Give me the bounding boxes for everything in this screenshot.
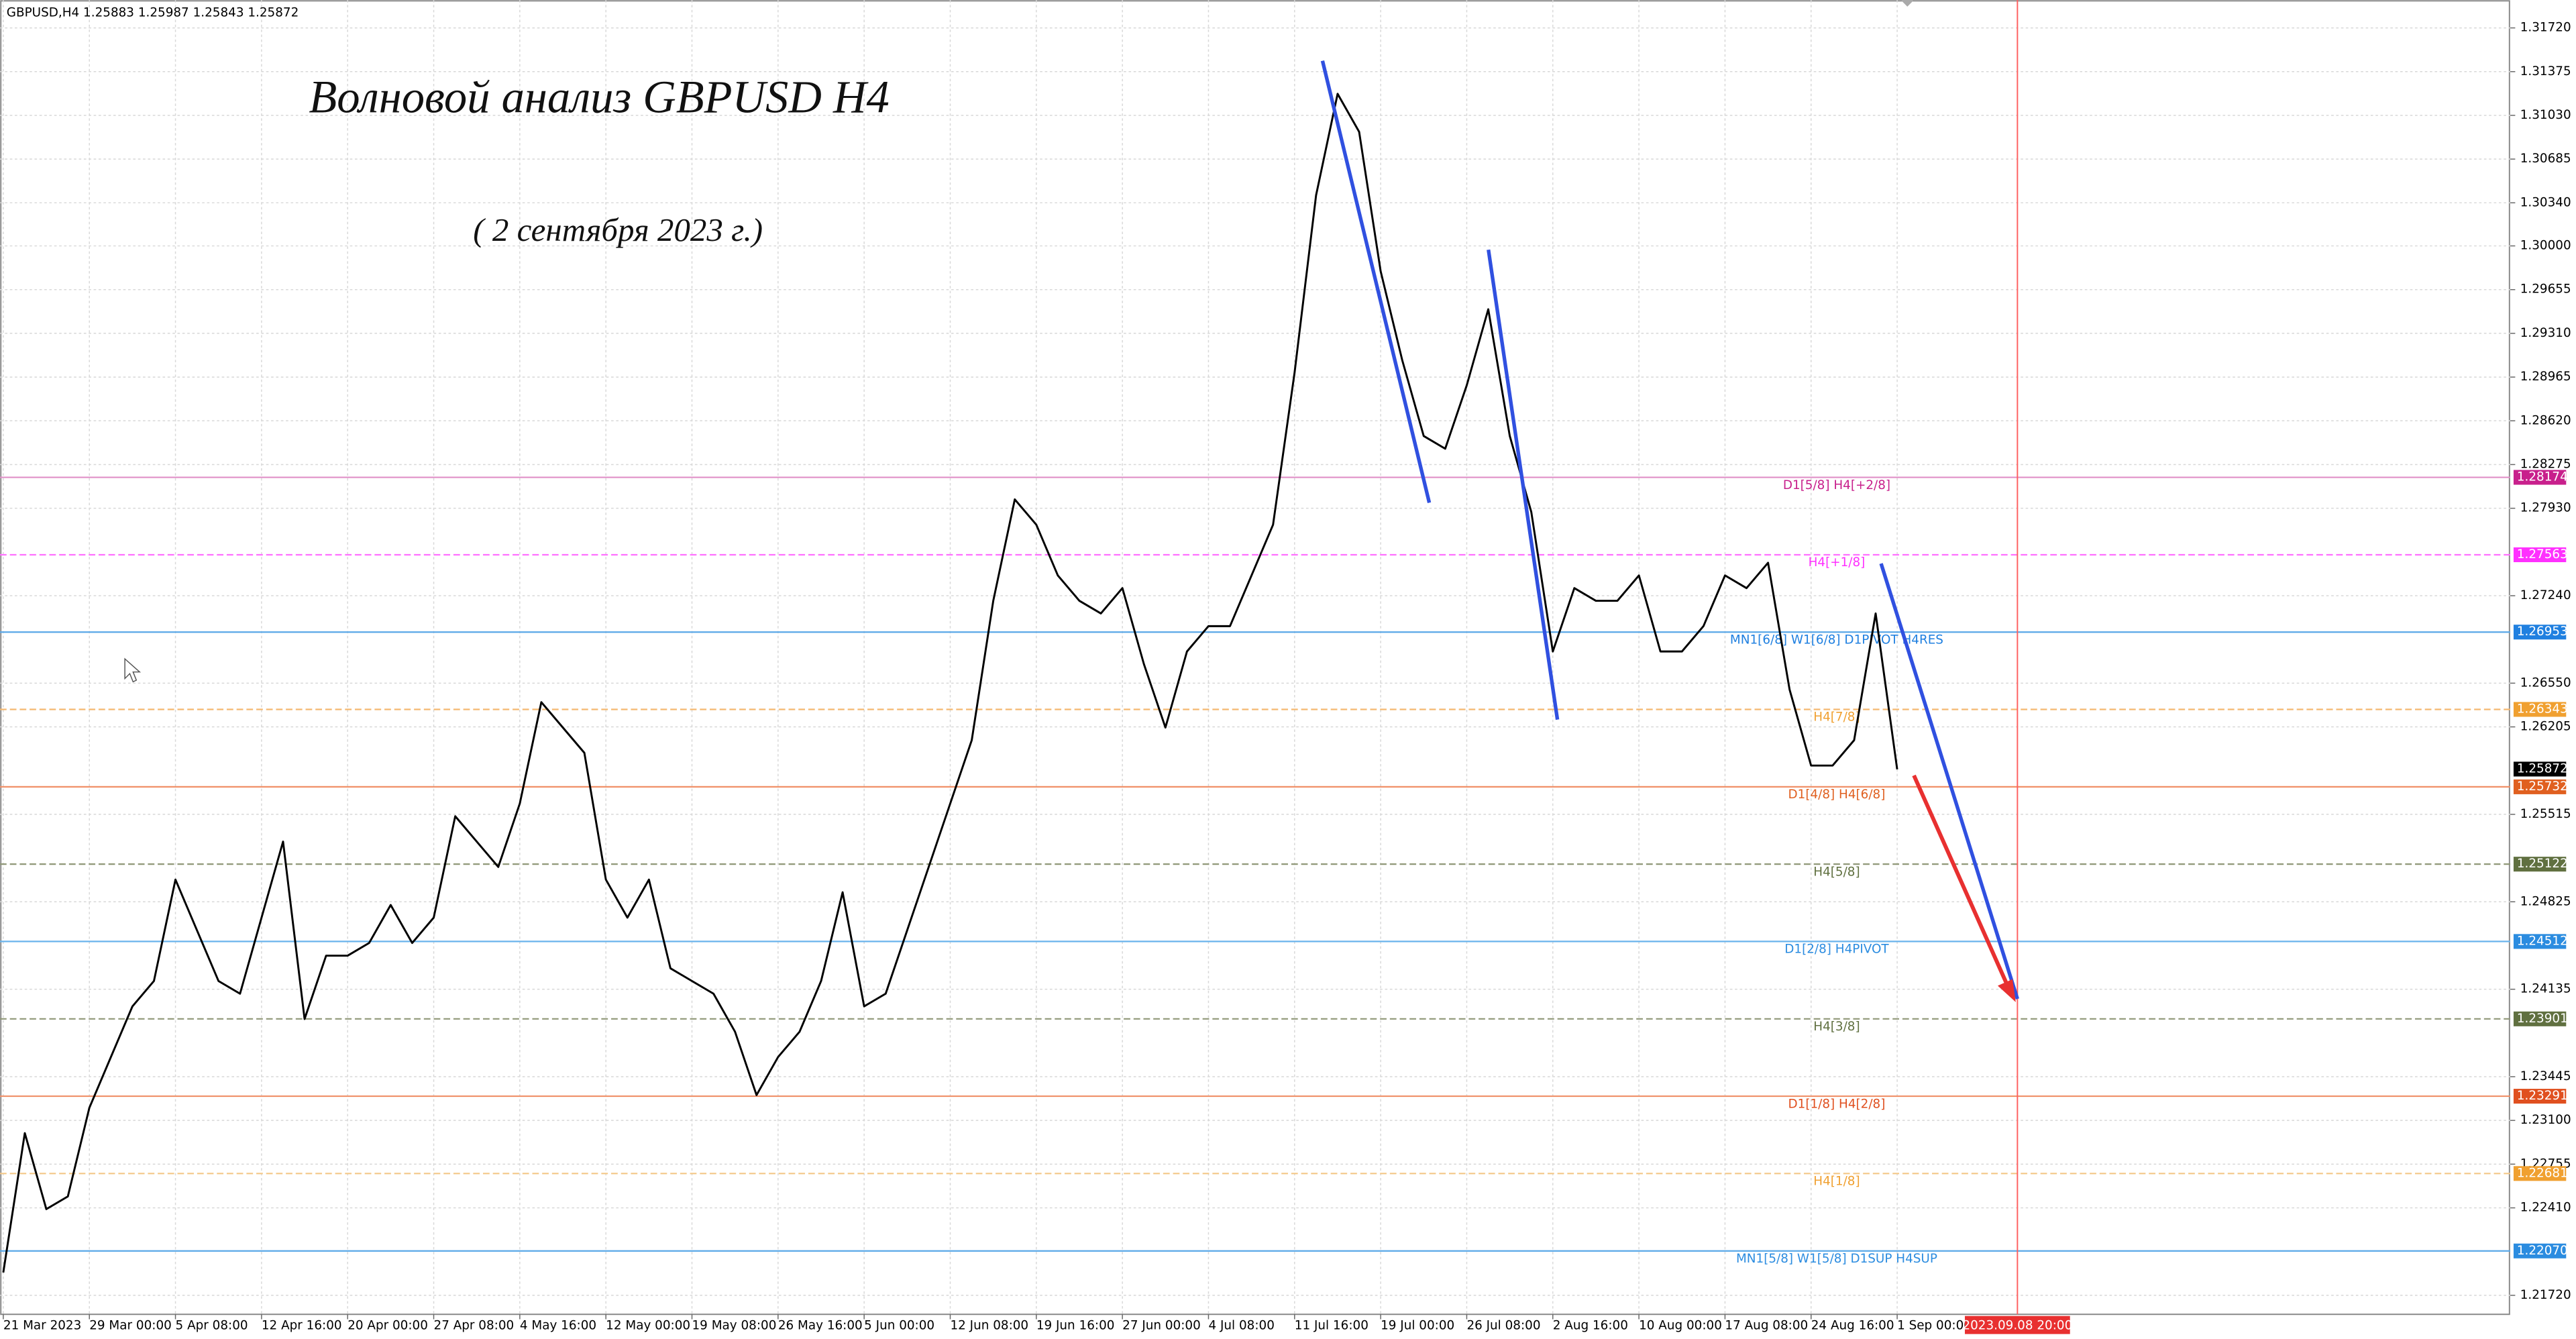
y-tick-label: 1.31030 [2520,108,2571,122]
y-tick-label: 1.29310 [2520,326,2571,340]
price-box [2513,547,2567,562]
x-tick-label: 4 May 16:00 [520,1318,596,1332]
shift-marker [1900,0,1915,7]
y-tick-label: 1.28965 [2520,370,2571,384]
trend-line [1879,563,2019,1000]
y-tick-label: 1.26550 [2520,676,2571,690]
chart-subtitle: ( 2 сентября 2023 г.) [473,211,763,248]
y-tick-label: 1.29655 [2520,282,2571,297]
price-box [2513,625,2567,640]
price-box [2513,470,2567,485]
price-box [2513,1089,2567,1104]
y-tick-label: 1.24825 [2520,894,2571,908]
level-label: D1[1/8] H4[2/8] [1788,1097,1886,1111]
price-box [2513,934,2567,949]
price-box-label: 1.27563 [2517,547,2568,561]
price-box-label: 1.22681 [2517,1166,2568,1180]
price-line [2,93,1898,1273]
price-box-label: 1.25732 [2517,780,2568,794]
price-box-label: 1.24512 [2517,934,2568,948]
x-tick-label: 4 Jul 08:00 [1208,1318,1274,1332]
trend-line [1487,249,1560,720]
level-label: MN1[6/8] W1[6/8] D1PIVOT H4RES [1730,633,1943,647]
level-label: MN1[5/8] W1[5/8] D1SUP H4SUP [1736,1252,1937,1266]
y-tick-label: 1.30685 [2520,152,2571,166]
data-layer [2,93,1898,1273]
x-tick-label: 12 Apr 16:00 [262,1318,342,1332]
x-tick-label: 26 May 16:00 [778,1318,863,1332]
level-label: D1[4/8] H4[6/8] [1788,788,1886,802]
y-tick-label: 1.23100 [2520,1113,2571,1127]
x-tick-label: 10 Aug 00:00 [1639,1318,1722,1332]
price-box-label: 1.23901 [2517,1012,2568,1026]
x-tick-label: 21 Mar 2023 [3,1318,81,1332]
price-box [2513,1243,2567,1258]
price-box-label: 1.23291 [2517,1089,2568,1103]
level-layer: D1[5/8] H4[+2/8] H4[+1/8] MN1[6/8] W1[6/8]… [0,476,2511,1266]
y-tick-label: 1.21720 [2520,1288,2571,1302]
price-box-label: 1.22070 [2517,1244,2568,1258]
y-tick-label: 1.25515 [2520,807,2571,821]
price-box-label: 1.26343 [2517,702,2568,716]
chart-title: Волновой анализ GBPUSD H4 [309,72,889,123]
level-label: D1[5/8] H4[+2/8] [1783,478,1890,492]
current-price-box [2513,761,2567,777]
level-label: H4[+1/8] [1809,555,1866,570]
symbol-header: GBPUSD,H4 1.25883 1.25987 1.25843 1.2587… [7,6,299,20]
price-box [2513,1166,2567,1181]
level-label: D1[2/8] H4PIVOT [1784,943,1889,957]
x-tick-label: 5 Apr 08:00 [176,1318,248,1332]
x-tick-label: 19 Jul 00:00 [1381,1318,1454,1332]
level-label: H4[5/8] [1813,865,1860,879]
x-tick-label: 2 Aug 16:00 [1553,1318,1628,1332]
y-tick-label: 1.30000 [2520,239,2571,253]
y-tick-label: 1.27240 [2520,588,2571,602]
price-box [2513,857,2567,872]
future-time-label: 2023.09.08 20:00 [1962,1318,2072,1332]
x-tick-label: 12 May 00:00 [606,1318,690,1332]
arrow-head [1997,979,2016,1002]
current-price-label: 1.25872 [2517,761,2568,775]
x-tick-label: 11 Jul 16:00 [1295,1318,1368,1332]
future-time-box [1964,1316,2070,1334]
x-tick-label: 24 Aug 16:00 [1811,1318,1894,1332]
level-label: H4[1/8] [1813,1175,1860,1189]
plot-frame [0,0,2510,1316]
price-box-label: 1.26953 [2517,625,2568,639]
x-tick-label: 12 Jun 08:00 [950,1318,1028,1332]
x-tick-label: 26 Jul 08:00 [1466,1318,1540,1332]
x-tick-label: 19 May 08:00 [692,1318,777,1332]
y-tick-label: 1.26205 [2520,720,2571,734]
y-tick-label: 1.30340 [2520,195,2571,209]
y-tick-label: 1.31720 [2520,21,2571,35]
x-tick-label: 29 Mar 00:00 [89,1318,172,1332]
x-tick-label: 5 Jun 00:00 [864,1318,934,1332]
price-box-label: 1.25122 [2517,857,2568,871]
x-tick-label: 27 Jun 00:00 [1122,1318,1201,1332]
x-tick-label: 19 Jun 16:00 [1036,1318,1115,1332]
forecast-arrow [1912,774,2010,987]
trend-line [1320,60,1432,504]
price-box [2513,779,2567,794]
x-tick-label: 1 Sep 00:00 [1897,1318,1972,1332]
level-label: H4[7/8] [1813,710,1860,725]
x-tick-label: 17 Aug 08:00 [1725,1318,1808,1332]
price-box-label: 1.28174 [2517,470,2568,484]
y-tick-label: 1.28620 [2520,413,2571,427]
y-tick-label: 1.27930 [2520,501,2571,515]
y-tick-label: 1.24135 [2520,982,2571,996]
x-tick-label: 27 Apr 08:00 [434,1318,515,1332]
y-tick-label: 1.28275 [2520,457,2571,471]
x-tick-label: 20 Apr 00:00 [347,1318,428,1332]
mouse-cursor [124,657,142,683]
level-label: H4[3/8] [1813,1020,1860,1034]
y-tick-label: 1.22410 [2520,1201,2571,1215]
price-box [2513,1011,2567,1026]
grid-layer [0,0,2511,1315]
y-tick-label: 1.31375 [2520,64,2571,78]
y-tick-label: 1.23445 [2520,1069,2571,1083]
price-box [2513,702,2567,717]
